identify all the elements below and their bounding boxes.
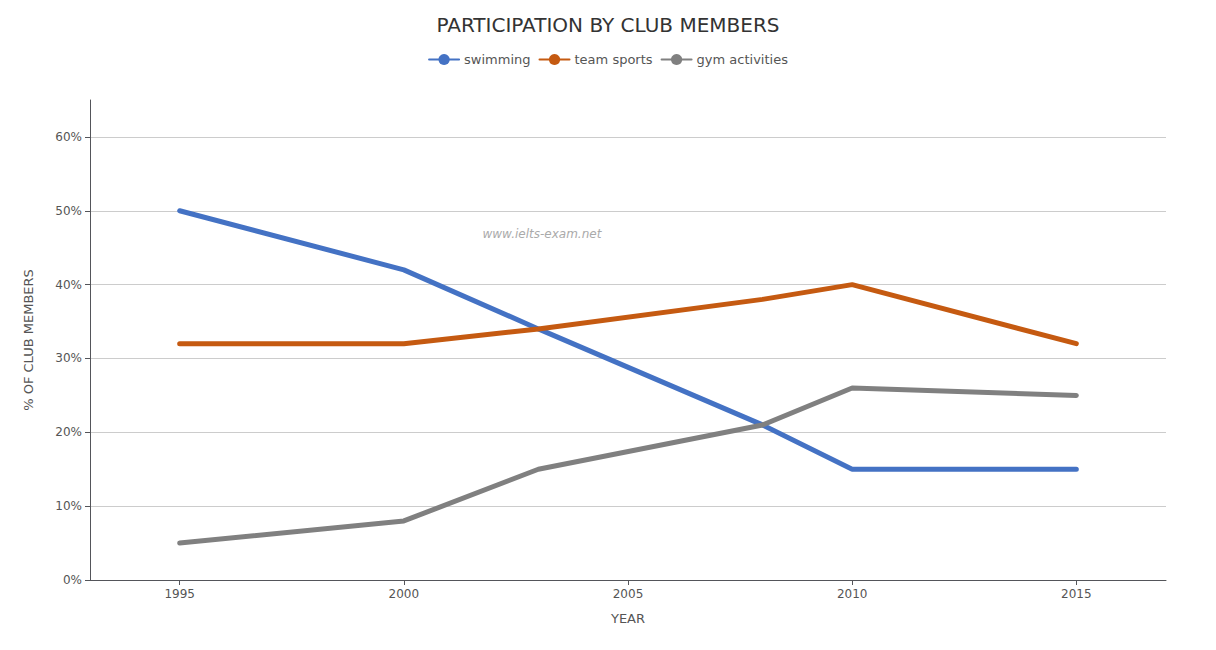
svg-text:2005: 2005: [613, 587, 644, 601]
svg-text:team sports: team sports: [575, 52, 653, 67]
svg-text:% OF CLUB MEMBERS: % OF CLUB MEMBERS: [21, 269, 36, 411]
svg-text:50%: 50%: [55, 204, 82, 218]
svg-text:2015: 2015: [1061, 587, 1092, 601]
svg-text:PARTICIPATION BY CLUB MEMBERS: PARTICIPATION BY CLUB MEMBERS: [436, 13, 779, 37]
svg-text:gym activities: gym activities: [697, 52, 789, 67]
svg-text:2000: 2000: [389, 587, 420, 601]
svg-text:30%: 30%: [55, 351, 82, 365]
svg-text:60%: 60%: [55, 130, 82, 144]
svg-text:1995: 1995: [164, 587, 195, 601]
svg-text:20%: 20%: [55, 425, 82, 439]
svg-text:0%: 0%: [63, 573, 82, 587]
svg-text:2010: 2010: [837, 587, 868, 601]
svg-text:40%: 40%: [55, 278, 82, 292]
svg-text:YEAR: YEAR: [610, 611, 645, 626]
svg-text:www.ielts-exam.net: www.ielts-exam.net: [482, 227, 602, 241]
svg-text:swimming: swimming: [464, 52, 530, 67]
svg-text:10%: 10%: [55, 499, 82, 513]
